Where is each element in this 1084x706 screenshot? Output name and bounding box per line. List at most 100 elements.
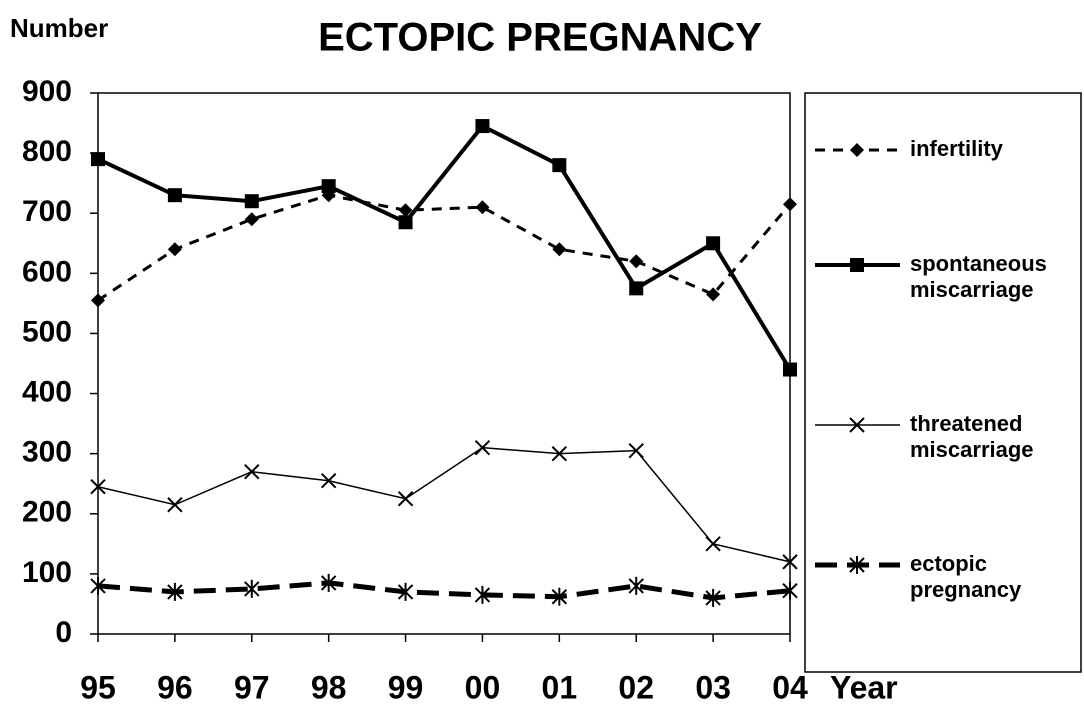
marker-shape bbox=[705, 588, 721, 607]
marker bbox=[398, 215, 413, 230]
x-axis-label: Year bbox=[830, 669, 898, 705]
marker bbox=[475, 200, 490, 215]
legend-label: infertility bbox=[910, 136, 1004, 161]
y-tick-label: 500 bbox=[22, 315, 72, 348]
marker bbox=[629, 254, 644, 269]
series-line bbox=[97, 446, 791, 563]
marker bbox=[783, 197, 797, 212]
marker-shape bbox=[706, 236, 721, 251]
y-tick-label: 300 bbox=[22, 436, 72, 469]
marker-shape bbox=[706, 287, 721, 302]
marker bbox=[475, 119, 490, 134]
marker-shape bbox=[551, 587, 568, 606]
y-tick-label: 900 bbox=[22, 75, 72, 108]
marker-shape bbox=[475, 200, 490, 215]
marker-shape bbox=[552, 158, 567, 173]
marker-shape bbox=[850, 143, 864, 157]
marker-shape bbox=[474, 585, 491, 604]
marker bbox=[167, 497, 183, 513]
marker-shape bbox=[398, 215, 413, 230]
marker bbox=[705, 536, 721, 552]
marker bbox=[90, 576, 106, 595]
x-tick-label: 98 bbox=[311, 669, 347, 705]
marker-shape bbox=[850, 258, 864, 272]
series-line bbox=[97, 193, 792, 302]
marker bbox=[90, 479, 106, 495]
marker-shape bbox=[167, 242, 182, 257]
marker-shape bbox=[629, 254, 644, 269]
marker-shape bbox=[783, 197, 797, 212]
marker-shape bbox=[321, 179, 336, 194]
legend-marker bbox=[849, 417, 865, 433]
marker-shape bbox=[320, 473, 337, 489]
y-tick-label: 800 bbox=[22, 135, 72, 168]
marker-shape bbox=[91, 152, 105, 167]
y-tick-label: 400 bbox=[22, 375, 72, 408]
legend-label: ectopic pregnancy bbox=[910, 551, 1022, 602]
legend-marker bbox=[849, 556, 865, 574]
series-line bbox=[97, 123, 792, 371]
marker bbox=[167, 582, 183, 601]
marker-shape bbox=[551, 445, 568, 462]
marker-shape bbox=[398, 203, 413, 218]
marker-shape bbox=[320, 573, 337, 592]
x-tick-label: 04 bbox=[772, 669, 808, 705]
marker-shape bbox=[628, 442, 644, 459]
marker-shape bbox=[783, 362, 797, 377]
marker-shape bbox=[244, 212, 259, 227]
marker-shape bbox=[782, 554, 798, 570]
x-tick-label: 03 bbox=[695, 669, 731, 705]
marker bbox=[552, 242, 567, 257]
marker bbox=[397, 582, 414, 601]
marker-shape bbox=[167, 497, 183, 513]
series-line bbox=[97, 580, 791, 601]
x-tick-label: 95 bbox=[80, 669, 116, 705]
y-tick-label: 100 bbox=[22, 556, 72, 589]
y-tick-label: 200 bbox=[22, 496, 72, 529]
marker-shape bbox=[90, 479, 106, 495]
marker bbox=[782, 554, 798, 570]
marker bbox=[783, 362, 797, 377]
marker bbox=[628, 576, 644, 595]
marker bbox=[628, 442, 644, 459]
y-tick-label: 0 bbox=[55, 616, 72, 649]
marker-shape bbox=[628, 576, 644, 595]
y-tick-label: 700 bbox=[22, 195, 72, 228]
legend-marker bbox=[850, 143, 864, 157]
x-tick-label: 99 bbox=[388, 669, 424, 705]
legend-box bbox=[804, 92, 1082, 673]
marker-shape bbox=[397, 582, 414, 601]
marker bbox=[706, 236, 721, 251]
marker-shape bbox=[167, 582, 183, 601]
marker bbox=[782, 581, 798, 600]
chart-title: ECTOPIC PREGNANCY bbox=[318, 16, 762, 60]
marker bbox=[244, 212, 259, 227]
x-tick-label: 01 bbox=[542, 669, 578, 705]
marker bbox=[91, 152, 105, 167]
marker-shape bbox=[782, 581, 798, 600]
marker-shape bbox=[167, 188, 182, 203]
marker bbox=[320, 573, 337, 592]
legend-label: threatened miscarriage bbox=[910, 411, 1034, 462]
marker-shape bbox=[90, 576, 106, 595]
marker-shape bbox=[244, 194, 259, 209]
marker bbox=[705, 588, 721, 607]
legend-marker bbox=[850, 258, 864, 272]
marker bbox=[320, 473, 337, 489]
marker bbox=[167, 242, 182, 257]
marker bbox=[474, 439, 491, 456]
marker-shape bbox=[474, 439, 491, 456]
marker-shape bbox=[91, 293, 105, 308]
x-tick-label: 96 bbox=[157, 669, 193, 705]
marker-shape bbox=[244, 579, 260, 598]
marker bbox=[167, 188, 182, 203]
x-tick-label: 00 bbox=[465, 669, 501, 705]
marker-shape bbox=[397, 491, 414, 507]
marker-shape bbox=[849, 417, 865, 433]
y-tick-label: 600 bbox=[22, 255, 72, 288]
marker-shape bbox=[475, 119, 490, 134]
marker-shape bbox=[849, 556, 865, 574]
marker bbox=[397, 491, 414, 507]
marker-shape bbox=[629, 281, 644, 296]
